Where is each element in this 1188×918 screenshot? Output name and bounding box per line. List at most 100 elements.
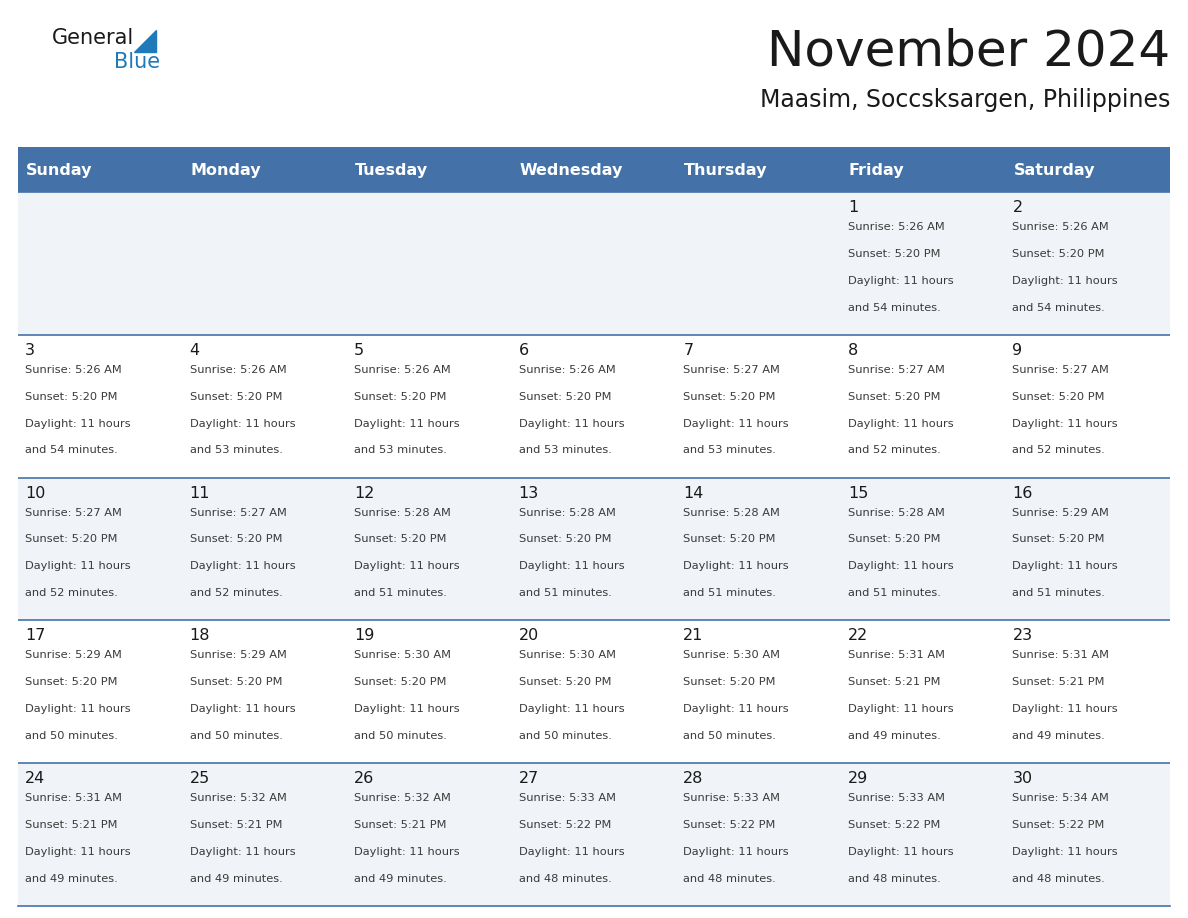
Text: Daylight: 11 hours: Daylight: 11 hours [354, 704, 460, 714]
Text: Sunset: 5:20 PM: Sunset: 5:20 PM [354, 677, 447, 688]
Text: Sunrise: 5:26 AM: Sunrise: 5:26 AM [848, 222, 944, 232]
Bar [18, 477, 1170, 621]
Text: 7: 7 [683, 342, 694, 358]
Text: Daylight: 11 hours: Daylight: 11 hours [190, 704, 295, 714]
Text: Sunset: 5:21 PM: Sunset: 5:21 PM [354, 820, 447, 830]
Text: 16: 16 [1012, 486, 1032, 500]
Text: Sunrise: 5:28 AM: Sunrise: 5:28 AM [519, 508, 615, 518]
Text: and 49 minutes.: and 49 minutes. [848, 731, 941, 741]
Text: November 2024: November 2024 [767, 28, 1170, 76]
Text: and 51 minutes.: and 51 minutes. [848, 588, 941, 599]
Bar [18, 335, 1170, 477]
Text: and 49 minutes.: and 49 minutes. [1012, 731, 1105, 741]
Text: Saturday: Saturday [1013, 163, 1095, 178]
Bar [1005, 150, 1170, 192]
Text: and 49 minutes.: and 49 minutes. [190, 874, 283, 884]
Text: Daylight: 11 hours: Daylight: 11 hours [683, 847, 789, 856]
Text: 2: 2 [1012, 200, 1023, 215]
Text: 1: 1 [848, 200, 858, 215]
Text: and 54 minutes.: and 54 minutes. [1012, 303, 1105, 312]
Text: Sunrise: 5:26 AM: Sunrise: 5:26 AM [354, 364, 451, 375]
Bar [347, 150, 512, 192]
Text: 19: 19 [354, 629, 374, 644]
Text: Daylight: 11 hours: Daylight: 11 hours [848, 275, 954, 285]
Bar [18, 150, 183, 192]
Text: and 52 minutes.: and 52 minutes. [25, 588, 118, 599]
Text: Sunrise: 5:31 AM: Sunrise: 5:31 AM [848, 650, 944, 660]
Text: Sunrise: 5:28 AM: Sunrise: 5:28 AM [354, 508, 451, 518]
Text: 24: 24 [25, 771, 45, 786]
Text: Daylight: 11 hours: Daylight: 11 hours [190, 561, 295, 571]
Text: Daylight: 11 hours: Daylight: 11 hours [519, 561, 625, 571]
Text: and 51 minutes.: and 51 minutes. [354, 588, 447, 599]
Text: Sunset: 5:20 PM: Sunset: 5:20 PM [683, 392, 776, 402]
Text: Sunrise: 5:28 AM: Sunrise: 5:28 AM [848, 508, 944, 518]
Text: Sunset: 5:22 PM: Sunset: 5:22 PM [848, 820, 940, 830]
Text: Sunset: 5:20 PM: Sunset: 5:20 PM [25, 677, 118, 688]
Bar [512, 150, 676, 192]
Text: Thursday: Thursday [684, 163, 767, 178]
Text: Sunrise: 5:30 AM: Sunrise: 5:30 AM [354, 650, 451, 660]
Bar [18, 621, 1170, 763]
Text: Sunset: 5:20 PM: Sunset: 5:20 PM [848, 534, 941, 544]
Text: Daylight: 11 hours: Daylight: 11 hours [190, 419, 295, 429]
Text: Daylight: 11 hours: Daylight: 11 hours [683, 704, 789, 714]
Text: Sunset: 5:22 PM: Sunset: 5:22 PM [519, 820, 611, 830]
Text: and 50 minutes.: and 50 minutes. [25, 731, 118, 741]
Text: and 48 minutes.: and 48 minutes. [519, 874, 612, 884]
Text: and 48 minutes.: and 48 minutes. [848, 874, 941, 884]
Text: Sunset: 5:21 PM: Sunset: 5:21 PM [848, 677, 941, 688]
Text: Sunset: 5:20 PM: Sunset: 5:20 PM [190, 677, 282, 688]
Text: 12: 12 [354, 486, 374, 500]
Text: Sunset: 5:20 PM: Sunset: 5:20 PM [848, 392, 941, 402]
Text: Sunrise: 5:29 AM: Sunrise: 5:29 AM [190, 650, 286, 660]
Text: and 50 minutes.: and 50 minutes. [354, 731, 447, 741]
Text: Sunrise: 5:26 AM: Sunrise: 5:26 AM [190, 364, 286, 375]
Text: Daylight: 11 hours: Daylight: 11 hours [683, 419, 789, 429]
Text: and 49 minutes.: and 49 minutes. [354, 874, 447, 884]
Text: and 48 minutes.: and 48 minutes. [1012, 874, 1105, 884]
Text: Sunset: 5:20 PM: Sunset: 5:20 PM [1012, 392, 1105, 402]
Bar [183, 150, 347, 192]
Text: Daylight: 11 hours: Daylight: 11 hours [848, 419, 954, 429]
Text: Daylight: 11 hours: Daylight: 11 hours [519, 419, 625, 429]
Text: and 52 minutes.: and 52 minutes. [1012, 445, 1105, 455]
Text: 3: 3 [25, 342, 34, 358]
Text: Sunrise: 5:27 AM: Sunrise: 5:27 AM [683, 364, 781, 375]
Text: 20: 20 [519, 629, 539, 644]
Text: Sunrise: 5:28 AM: Sunrise: 5:28 AM [683, 508, 781, 518]
Text: 21: 21 [683, 629, 703, 644]
Text: Sunset: 5:21 PM: Sunset: 5:21 PM [1012, 677, 1105, 688]
Text: Sunday: Sunday [26, 163, 93, 178]
Text: Sunrise: 5:33 AM: Sunrise: 5:33 AM [848, 793, 944, 803]
Text: and 50 minutes.: and 50 minutes. [190, 731, 283, 741]
Text: Sunrise: 5:32 AM: Sunrise: 5:32 AM [190, 793, 286, 803]
Text: and 54 minutes.: and 54 minutes. [25, 445, 118, 455]
Text: Monday: Monday [190, 163, 261, 178]
Text: and 53 minutes.: and 53 minutes. [683, 445, 776, 455]
Text: 28: 28 [683, 771, 703, 786]
Text: and 52 minutes.: and 52 minutes. [190, 588, 283, 599]
Text: Sunrise: 5:30 AM: Sunrise: 5:30 AM [519, 650, 615, 660]
Text: and 50 minutes.: and 50 minutes. [683, 731, 776, 741]
Text: Daylight: 11 hours: Daylight: 11 hours [683, 561, 789, 571]
Text: and 51 minutes.: and 51 minutes. [683, 588, 776, 599]
Text: Sunrise: 5:32 AM: Sunrise: 5:32 AM [354, 793, 451, 803]
Text: Sunset: 5:20 PM: Sunset: 5:20 PM [354, 392, 447, 402]
Text: Daylight: 11 hours: Daylight: 11 hours [848, 561, 954, 571]
Text: Daylight: 11 hours: Daylight: 11 hours [25, 704, 131, 714]
Text: Daylight: 11 hours: Daylight: 11 hours [1012, 561, 1118, 571]
Text: Sunrise: 5:31 AM: Sunrise: 5:31 AM [1012, 650, 1110, 660]
Text: Friday: Friday [849, 163, 904, 178]
Text: 23: 23 [1012, 629, 1032, 644]
Text: Sunset: 5:20 PM: Sunset: 5:20 PM [683, 534, 776, 544]
Text: General: General [52, 28, 134, 48]
Polygon shape [134, 30, 156, 52]
Text: Daylight: 11 hours: Daylight: 11 hours [190, 847, 295, 856]
Text: and 48 minutes.: and 48 minutes. [683, 874, 776, 884]
Text: Sunset: 5:20 PM: Sunset: 5:20 PM [683, 677, 776, 688]
Text: 17: 17 [25, 629, 45, 644]
Text: 15: 15 [848, 486, 868, 500]
Text: Sunrise: 5:29 AM: Sunrise: 5:29 AM [1012, 508, 1110, 518]
Text: 11: 11 [190, 486, 210, 500]
